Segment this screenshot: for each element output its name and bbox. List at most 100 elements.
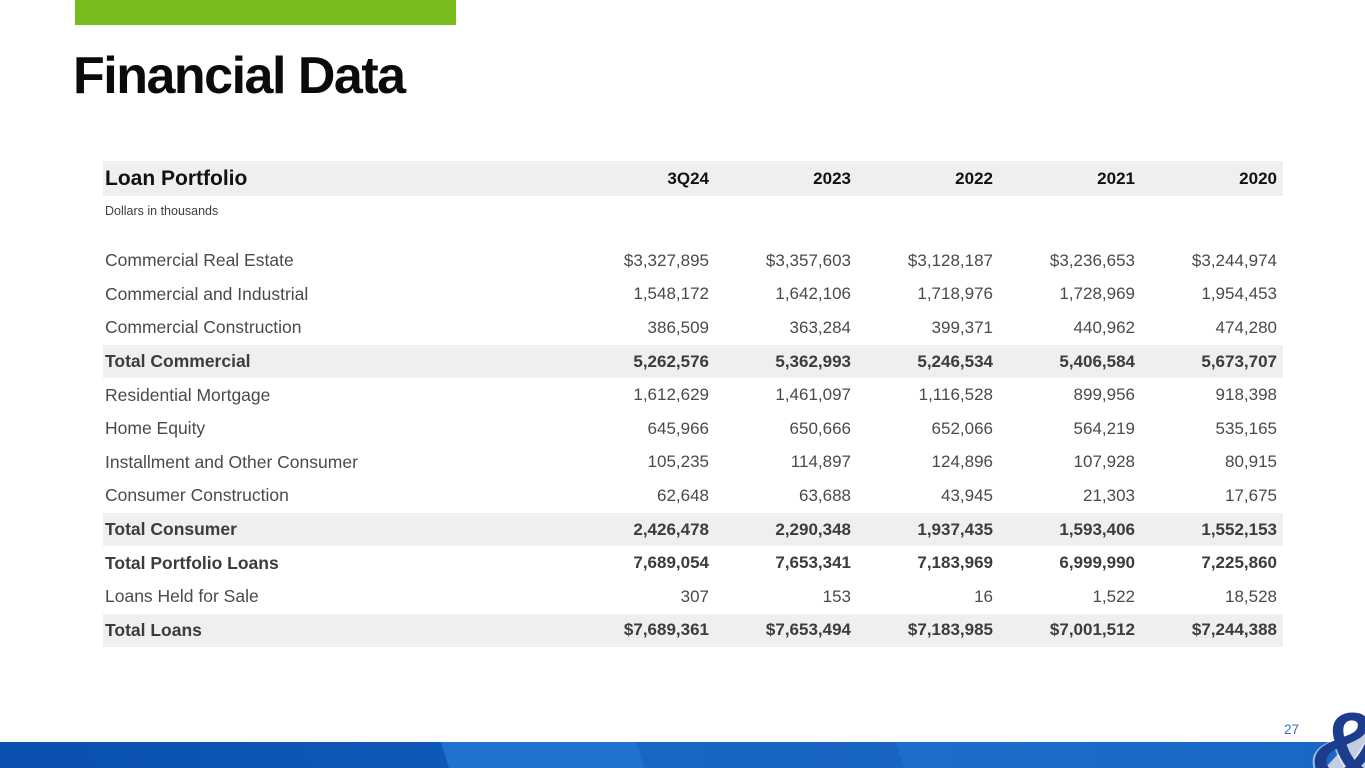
table-row: Total Commercial 5,262,576 5,362,993 5,246,… [103, 344, 1283, 379]
table-row: Commercial Real Estate $3,327,895 $3,357,6… [103, 244, 1283, 278]
row-value: 5,362,993 [775, 351, 851, 371]
row-value: 399,371 [931, 317, 993, 337]
row-label: Total Commercial [105, 351, 251, 372]
row-value: 1,593,406 [1059, 519, 1135, 539]
row-value: 2,290,348 [775, 519, 851, 539]
row-value: 153 [822, 586, 851, 606]
row-value: 1,718,976 [917, 284, 993, 304]
row-label: Commercial Real Estate [105, 250, 294, 271]
row-label: Commercial Construction [105, 317, 302, 338]
row-value: 474,280 [1215, 317, 1277, 337]
row-value: 7,183,969 [917, 553, 993, 573]
row-value: 1,552,153 [1201, 519, 1277, 539]
row-value: $7,183,985 [907, 620, 993, 640]
row-label: Home Equity [105, 418, 206, 439]
row-value: $3,244,974 [1191, 250, 1277, 270]
row-value: $7,653,494 [765, 620, 851, 640]
row-value: 63,688 [799, 485, 851, 505]
row-value: 80,915 [1225, 452, 1277, 472]
row-value: 1,642,106 [775, 284, 851, 304]
row-value: 7,653,341 [775, 553, 851, 573]
row-label: Consumer Construction [105, 485, 289, 506]
row-value: $7,244,388 [1191, 620, 1277, 640]
row-value: 43,945 [941, 485, 993, 505]
row-value: 7,225,860 [1201, 553, 1277, 573]
footer-band-streak [635, 742, 905, 768]
column-header-2022: 2022 [955, 168, 993, 188]
row-label: Total Loans [105, 619, 202, 640]
table-body: Commercial Real Estate $3,327,895 $3,357,6… [103, 244, 1283, 648]
row-value: 652,066 [931, 418, 993, 438]
row-value: 386,509 [647, 317, 709, 337]
row-label: Total Consumer [105, 519, 237, 540]
row-value: $3,236,653 [1049, 250, 1135, 270]
column-header-3q24: 3Q24 [667, 168, 709, 188]
row-value: 5,673,707 [1201, 351, 1277, 371]
page-number: 27 [1283, 722, 1299, 737]
row-value: 899,956 [1073, 385, 1135, 405]
row-value: 17,675 [1225, 485, 1277, 505]
row-value: 650,666 [789, 418, 851, 438]
row-value: 535,165 [1215, 418, 1277, 438]
row-value: 307 [680, 586, 709, 606]
row-label: Installment and Other Consumer [105, 451, 358, 472]
row-value: 107,928 [1073, 452, 1135, 472]
row-value: 7,689,054 [633, 553, 709, 573]
row-label: Commercial and Industrial [105, 283, 309, 304]
row-label: Total Portfolio Loans [105, 552, 279, 573]
table-row: Residential Mortgage 1,612,629 1,461,097 1,… [103, 378, 1283, 412]
row-value: 5,262,576 [633, 351, 709, 371]
table-row: Total Loans $7,689,361 $7,653,494 $7,183,98… [103, 613, 1283, 648]
row-value: 21,303 [1083, 485, 1135, 505]
row-value: 18,528 [1225, 586, 1277, 606]
table-row: Commercial and Industrial 1,548,172 1,642,… [103, 278, 1283, 312]
row-value: 1,522 [1092, 586, 1135, 606]
row-value: 124,896 [931, 452, 993, 472]
row-value: $3,357,603 [765, 250, 851, 270]
footer-band-dark-segment [0, 742, 450, 768]
row-value: 1,461,097 [775, 385, 851, 405]
table-row: Home Equity 645,966 650,666 652,066 564,219 5… [103, 412, 1283, 446]
row-value: 1,612,629 [633, 385, 709, 405]
row-value: 62,648 [657, 485, 709, 505]
row-value: 2,426,478 [633, 519, 709, 539]
row-value: $7,689,361 [623, 620, 709, 640]
row-value: 1,116,528 [918, 385, 993, 405]
row-value: 645,966 [647, 418, 709, 438]
table-subtitle: Dollars in thousands [105, 204, 219, 218]
row-value: 1,728,969 [1059, 284, 1135, 304]
table-row: Installment and Other Consumer 105,235 114… [103, 446, 1283, 480]
row-value: 1,954,453 [1201, 284, 1277, 304]
row-value: 114,897 [790, 452, 851, 472]
row-value: 440,962 [1073, 317, 1135, 337]
row-value: 16 [974, 586, 993, 606]
table-row: Commercial Construction 386,509 363,284 399… [103, 311, 1283, 345]
column-header-2020: 2020 [1239, 168, 1277, 188]
row-value: 5,246,534 [917, 351, 993, 371]
accent-bar [75, 0, 456, 25]
footer-band [0, 742, 1365, 768]
loan-portfolio-table: Loan Portfolio 3Q24 2023 2022 2021 2020 … [103, 161, 1283, 648]
row-value: 1,548,172 [633, 284, 709, 304]
table-row: Total Consumer 2,426,478 2,290,348 1,937,43… [103, 512, 1283, 547]
row-value: 5,406,584 [1059, 351, 1135, 371]
table-header-row: Loan Portfolio 3Q24 2023 2022 2021 2020 [103, 161, 1283, 196]
row-value: $3,327,895 [623, 250, 709, 270]
row-value: 105,235 [647, 452, 709, 472]
page-title: Financial Data [73, 47, 406, 105]
row-value: 363,284 [789, 317, 851, 337]
row-value: 918,398 [1215, 385, 1277, 405]
table-row: Consumer Construction 62,648 63,688 43,945 2… [103, 479, 1283, 513]
table-title: Loan Portfolio [105, 166, 248, 190]
row-value: $3,128,187 [907, 250, 993, 270]
row-label: Residential Mortgage [105, 384, 271, 405]
column-header-2021: 2021 [1097, 168, 1135, 188]
table-row: Total Portfolio Loans 7,689,054 7,653,341 7… [103, 546, 1283, 580]
row-value: 1,937,435 [917, 519, 993, 539]
row-value: $7,001,512 [1049, 620, 1135, 640]
row-label: Loans Held for Sale [105, 586, 259, 607]
column-header-2023: 2023 [813, 168, 851, 188]
row-value: 564,219 [1073, 418, 1135, 438]
table-row: Loans Held for Sale 307 153 16 1,522 18,528 [103, 580, 1283, 614]
